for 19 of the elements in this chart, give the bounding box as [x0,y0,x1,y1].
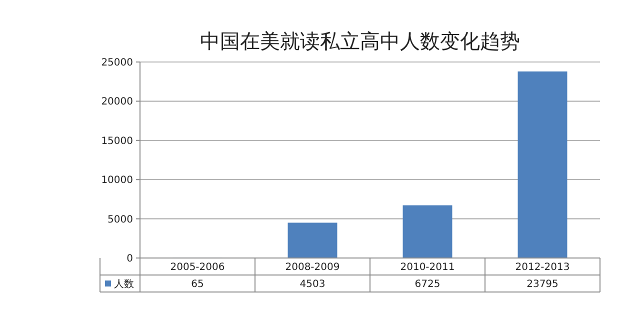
y-tick-label: 0 [126,254,133,264]
x-tick-label: 2010-2011 [400,262,455,273]
x-tick-label: 2012-2013 [515,262,570,273]
y-tick-label: 15000 [101,136,133,147]
x-tick-label: 2008-2009 [285,262,340,273]
legend-label: 人数 [114,279,134,290]
y-tick-label: 25000 [101,58,133,68]
chart-title: 中国在美就读私立高中人数变化趋势 [200,29,520,53]
y-tick-label: 20000 [101,96,133,108]
y-tick-label: 5000 [108,214,133,226]
bar [288,222,338,258]
data-label: 6725 [414,279,440,290]
data-label: 65 [191,279,204,290]
y-tick-label: 10000 [101,175,133,186]
data-label: 23795 [526,279,558,290]
bar [518,71,568,258]
data-label: 4503 [300,279,326,290]
bar [402,205,452,258]
x-tick-label: 2005-2006 [170,262,225,273]
